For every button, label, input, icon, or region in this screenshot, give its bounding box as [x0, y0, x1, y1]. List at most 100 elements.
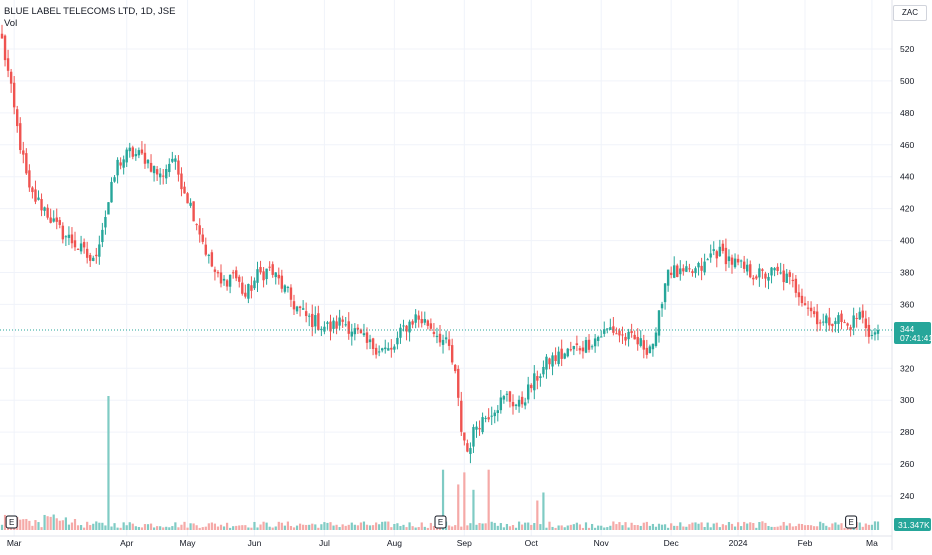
candle-body [125, 149, 128, 163]
volume-bar [843, 527, 846, 530]
volume-bar [870, 524, 874, 530]
volume-tag [894, 518, 931, 531]
volume-bar [633, 524, 636, 530]
candle-body [676, 265, 679, 277]
volume-bar [152, 527, 156, 530]
candle-body [849, 327, 852, 330]
candle-body [779, 272, 782, 274]
candle-body [630, 331, 633, 334]
volume-bar [706, 522, 709, 530]
volume-bar [134, 526, 137, 530]
candle-body [867, 324, 871, 337]
volume-bar [113, 523, 116, 530]
volume-bar [25, 518, 28, 530]
volume-bar [107, 396, 110, 530]
candle-body [241, 282, 244, 294]
volume-bar [210, 522, 213, 530]
candle-body [423, 319, 426, 323]
candle-body [831, 323, 834, 327]
volume-bar [743, 521, 746, 530]
volume-bar [469, 523, 472, 530]
candle-body [396, 337, 399, 345]
candle-body [432, 331, 436, 335]
volume-bar [612, 521, 615, 530]
volume-bar [575, 522, 578, 530]
y-tick-label: 240 [900, 491, 914, 501]
candle-body [332, 320, 335, 329]
volume-bar [694, 522, 697, 530]
volume-bar [478, 523, 481, 530]
candle-body [58, 220, 61, 225]
volume-bar [143, 524, 147, 530]
volume-bar [22, 519, 25, 530]
candle-body [19, 123, 22, 151]
candle-body [645, 347, 649, 355]
volume-bar [679, 522, 682, 530]
candle-body [679, 268, 682, 275]
candle-body [149, 162, 153, 172]
volume-bar [156, 526, 159, 530]
candle-body [371, 338, 375, 350]
candle-body [742, 261, 746, 269]
volume-bar [271, 527, 274, 530]
volume-bar [676, 525, 679, 530]
candle-body [463, 432, 466, 441]
candle-body [405, 325, 408, 332]
candle-body [548, 358, 551, 365]
volume-bar [146, 524, 150, 530]
volume-bar [590, 523, 594, 530]
candle-body [736, 258, 740, 263]
volume-bar [800, 523, 804, 530]
candle-body [669, 272, 673, 275]
volume-bar [241, 525, 244, 530]
volume-bar [667, 527, 670, 530]
volume-bar [785, 525, 788, 530]
candle-body [712, 249, 715, 251]
volume-bar [517, 521, 521, 530]
candle-body [450, 345, 454, 363]
candle-body [873, 332, 877, 335]
candle-body [587, 339, 591, 350]
candle-body [758, 268, 761, 278]
candle-body [606, 328, 609, 330]
currency-button[interactable]: ZAC [893, 5, 927, 21]
candle-body [767, 276, 770, 281]
candle-body [603, 329, 606, 334]
candle-body [43, 207, 46, 211]
candle-body [502, 396, 506, 400]
volume-bar [232, 526, 235, 530]
candle-body [37, 197, 40, 200]
volume-bar [378, 524, 381, 530]
candle-body [228, 274, 232, 287]
x-tick-label: Aug [387, 538, 402, 548]
candle-body [61, 225, 65, 240]
volume-bar [587, 527, 591, 530]
volume-bar [55, 518, 58, 530]
candle-body [174, 158, 177, 162]
volume-bar [791, 526, 794, 530]
volume-bar [347, 524, 350, 530]
volume-bar [691, 522, 694, 530]
candle-body [219, 272, 223, 284]
candle-body [289, 287, 293, 300]
candle-body [95, 254, 98, 257]
last-price-tag [894, 321, 931, 344]
candle-body [533, 373, 536, 391]
volume-bar [609, 525, 612, 530]
volume-bar [353, 524, 356, 530]
volume-bar [581, 527, 585, 530]
candle-body [76, 248, 80, 250]
volume-bar [201, 527, 204, 530]
candle-body [852, 315, 855, 328]
candle-body [700, 265, 703, 271]
volume-bar [320, 524, 323, 530]
volume-bar [79, 525, 83, 530]
volume-bar [314, 524, 317, 530]
candle-body [472, 427, 475, 447]
candle-body [596, 336, 600, 341]
volume-bar [119, 527, 122, 530]
volume-bar [159, 526, 162, 530]
candle-body [213, 269, 217, 272]
